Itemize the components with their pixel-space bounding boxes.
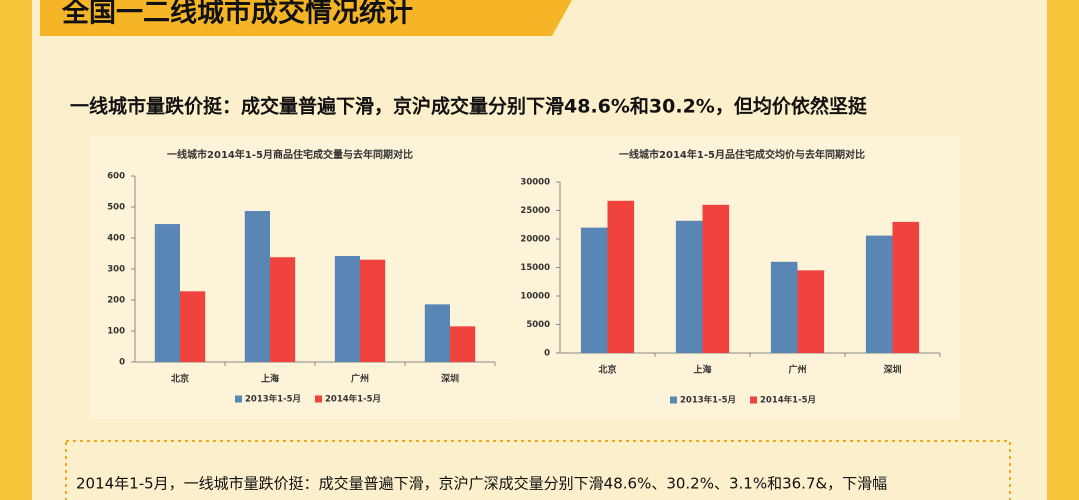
bar (360, 259, 386, 362)
summary-text: 2014年1-5月，一线城市量跌价挺：成交量普遍下滑，京沪广深成交量分别下滑48… (76, 475, 887, 493)
legend-swatch (235, 395, 242, 403)
y-tick-label: 400 (107, 234, 125, 244)
y-tick-label: 25000 (520, 206, 550, 216)
x-tick-label: 上海 (693, 364, 711, 376)
y-tick-label: 500 (107, 203, 125, 213)
y-tick-label: 300 (107, 265, 125, 275)
chart-title: 一线城市2014年1-5月品住宅成交均价与去年同期对比 (619, 148, 865, 161)
bar (450, 326, 476, 362)
legend-label: 2014年1-5月 (760, 395, 816, 406)
summary-box (65, 440, 1011, 500)
bar (154, 224, 180, 362)
x-tick-label: 深圳 (883, 364, 901, 376)
chart-title: 一线城市2014年1-5月商品住宅成交量与去年同期对比 (167, 148, 413, 161)
bar (180, 291, 206, 362)
y-tick-label: 0 (119, 358, 125, 368)
y-tick-label: 200 (107, 296, 125, 306)
y-tick-label: 600 (107, 172, 125, 182)
legend-swatch (315, 395, 322, 403)
y-tick-label: 0 (544, 349, 550, 359)
x-tick-label: 北京 (598, 364, 616, 376)
bar (865, 235, 893, 353)
bar (580, 227, 608, 353)
header-banner (40, 0, 572, 36)
x-tick-label: 北京 (171, 373, 189, 385)
y-tick-label: 20000 (520, 235, 550, 245)
header-title: 全国一二线城市成交情况统计 (61, 0, 413, 29)
y-tick-label: 15000 (520, 263, 550, 273)
bar (270, 257, 296, 362)
y-tick-label: 30000 (520, 178, 550, 188)
x-tick-label: 深圳 (441, 373, 459, 385)
legend-swatch (670, 396, 677, 404)
legend-label: 2014年1-5月 (325, 394, 381, 405)
bar (675, 220, 703, 353)
y-tick-label: 10000 (520, 292, 550, 302)
legend-swatch (750, 396, 757, 404)
bar (770, 261, 798, 353)
y-tick-label: 100 (107, 327, 125, 337)
bar (797, 270, 825, 353)
x-tick-label: 上海 (261, 373, 279, 385)
bar (702, 204, 730, 353)
legend-label: 2013年1-5月 (245, 394, 301, 405)
x-tick-label: 广州 (788, 364, 806, 376)
legend-label: 2013年1-5月 (680, 395, 736, 406)
x-tick-label: 广州 (351, 373, 369, 385)
bar (607, 200, 635, 353)
subtitle: 一线城市量跌价挺：成交量普遍下滑，京沪成交量分别下滑48.6%和30.2%，但均… (70, 95, 868, 118)
bar (892, 221, 920, 353)
bar (334, 255, 360, 362)
bar (424, 304, 450, 362)
bar (244, 211, 270, 362)
y-tick-label: 5000 (526, 320, 550, 330)
